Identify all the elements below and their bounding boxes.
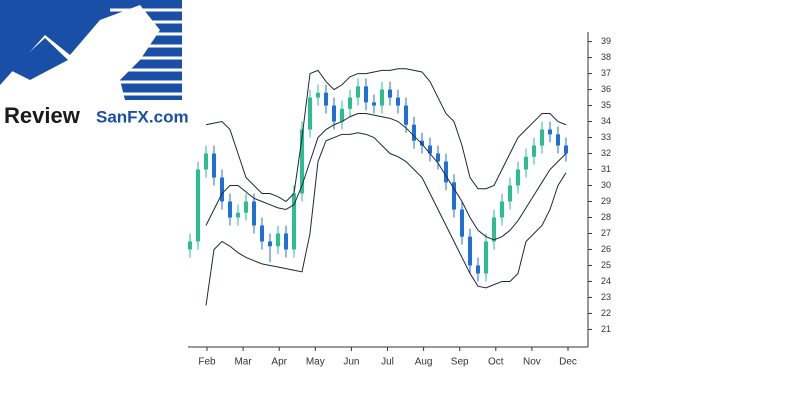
x-tick-label: May (306, 357, 325, 368)
y-tick-label: 27 (601, 228, 611, 238)
candle-body (340, 108, 344, 122)
candle-body (428, 145, 432, 154)
candle-body (436, 153, 440, 162)
candle-body (220, 177, 224, 202)
candle-body (212, 153, 216, 178)
x-tick-label: Apr (271, 357, 287, 368)
candle-body (276, 233, 280, 247)
y-tick-label: 25 (601, 260, 611, 270)
candle-body (492, 217, 496, 242)
y-tick-label: 28 (601, 212, 611, 222)
y-tick-label: 23 (601, 292, 611, 302)
candle-body (460, 209, 464, 237)
candle-body (516, 169, 520, 186)
logo-bull-shade (10, 38, 68, 80)
y-tick-label: 37 (601, 68, 611, 78)
candle-body (292, 193, 296, 250)
candle-body (196, 169, 200, 242)
y-tick-label: 33 (601, 132, 611, 142)
x-tick-label: Oct (488, 357, 504, 368)
band-line (205, 113, 567, 241)
candle-body (348, 97, 352, 109)
candle-body (452, 182, 456, 210)
candle-body (396, 97, 400, 106)
y-tick-label: 36 (601, 84, 611, 94)
logo-word: SanFX.com (96, 107, 189, 126)
candle-body (364, 86, 368, 103)
y-tick-label: 29 (601, 196, 611, 206)
candle-body (372, 102, 376, 106)
candle-body (500, 201, 504, 218)
y-tick-label: 24 (601, 276, 611, 286)
candle-body (356, 86, 360, 98)
candle-body (236, 212, 240, 218)
candle-body (188, 241, 192, 250)
x-tick-label: Dec (559, 357, 577, 368)
candle-body (388, 89, 392, 98)
y-tick-label: 26 (601, 244, 611, 254)
logo-bull (0, 5, 160, 100)
candle-body (324, 92, 328, 106)
candle-body (444, 161, 448, 183)
candle-body (228, 201, 232, 218)
candle-body (260, 225, 264, 242)
x-tick-label: Aug (415, 357, 433, 368)
candle-body (420, 140, 424, 146)
x-tick-label: Sep (451, 357, 469, 368)
candle-body (252, 201, 256, 226)
candle-body (380, 89, 384, 106)
y-tick-label: 38 (601, 52, 611, 62)
candle-body (556, 134, 560, 146)
candle-body (476, 265, 480, 274)
candle-body (532, 145, 536, 157)
y-tick-label: 31 (601, 164, 611, 174)
logo: Review SanFX.com (0, 0, 189, 128)
candle-body (268, 241, 272, 247)
y-tick-label: 35 (601, 100, 611, 110)
y-tick-label: 39 (601, 36, 611, 46)
candle-body (524, 156, 528, 170)
candle-body (468, 236, 472, 266)
y-tick-label: 34 (601, 116, 611, 126)
candle-body (508, 185, 512, 202)
band-line (205, 68, 567, 203)
x-tick-label: Mar (234, 357, 252, 368)
candle-body (284, 233, 288, 250)
candle-body (412, 124, 416, 141)
candle-body (316, 92, 320, 98)
candle-body (244, 201, 248, 213)
candle-body (404, 105, 408, 125)
y-tick-label: 22 (601, 308, 611, 318)
candle-body (564, 145, 568, 154)
x-tick-label: Jul (381, 357, 394, 368)
y-tick-label: 32 (601, 148, 611, 158)
candle-body (484, 241, 488, 274)
candle-body (540, 129, 544, 146)
x-tick-label: Feb (198, 357, 216, 368)
candle-body (300, 129, 304, 194)
candle-body (308, 97, 312, 130)
x-tick-label: Jun (343, 357, 359, 368)
candle-body (204, 153, 208, 170)
candle-body (332, 105, 336, 122)
y-tick-label: 21 (601, 324, 611, 334)
logo-word: Review (4, 103, 81, 128)
band-line (205, 132, 567, 306)
x-tick-label: Nov (523, 357, 541, 368)
y-tick-label: 30 (601, 180, 611, 190)
candle-body (548, 129, 552, 135)
